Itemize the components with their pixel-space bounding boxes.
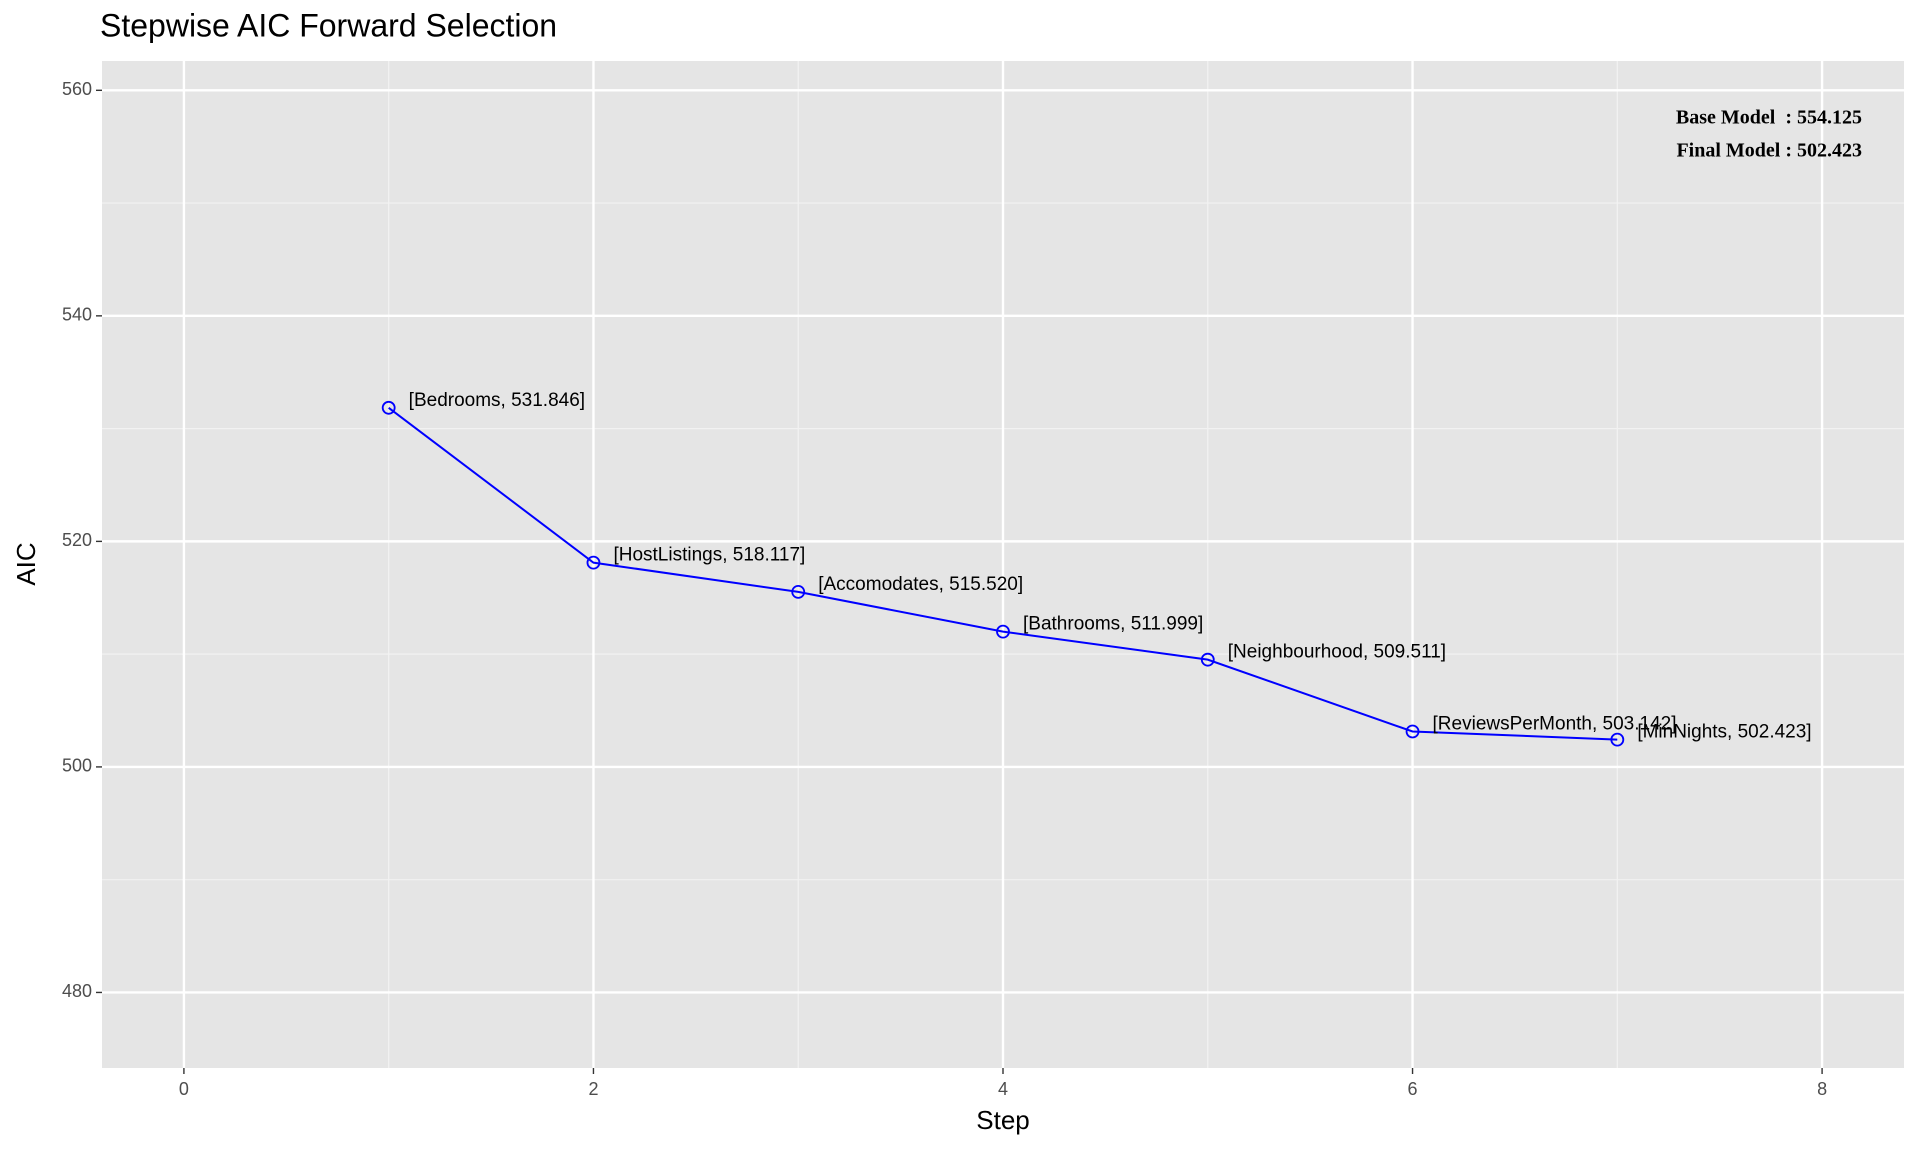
point — [996, 624, 1010, 639]
data-label: [Neighbourhood, 509.511] — [1228, 642, 1446, 663]
y-tick-label: 520 — [62, 530, 92, 550]
point — [791, 585, 806, 599]
point — [1610, 732, 1625, 747]
data-label: [Bathrooms, 511.999] — [1023, 614, 1203, 635]
chart-title: Stepwise AIC Forward Selection — [100, 7, 557, 43]
data-label: [Bedrooms, 531.846] — [409, 390, 585, 411]
data-label: [Accomodates, 515.520] — [818, 574, 1023, 595]
x-tick-label: 8 — [1817, 1079, 1827, 1099]
data-label: [MinNights, 502.423] — [1637, 722, 1811, 743]
annotation: Final Model : 502.423 — [1676, 140, 1862, 162]
point — [1200, 652, 1215, 667]
point — [1405, 724, 1420, 739]
annotation: Base Model : 554.125 — [1676, 107, 1862, 129]
data-label: [ReviewsPerMonth, 503.142] — [1433, 713, 1677, 734]
point — [381, 400, 396, 415]
y-tick-label: 500 — [62, 756, 92, 776]
x-tick-label: 4 — [998, 1079, 1008, 1099]
y-tick-label: 560 — [62, 79, 92, 99]
data-label: [HostListings, 518.117] — [613, 545, 805, 566]
x-tick-label: 2 — [588, 1079, 598, 1099]
x-tick-label: 0 — [179, 1079, 189, 1099]
x-axis-title: Step — [976, 1105, 1030, 1135]
y-tick-label: 480 — [62, 981, 92, 1001]
line — [388, 407, 1618, 741]
y-axis-title: AIC — [11, 542, 41, 585]
x-tick-label: 6 — [1408, 1079, 1418, 1099]
point — [586, 555, 601, 570]
y-tick-label: 540 — [62, 305, 92, 325]
